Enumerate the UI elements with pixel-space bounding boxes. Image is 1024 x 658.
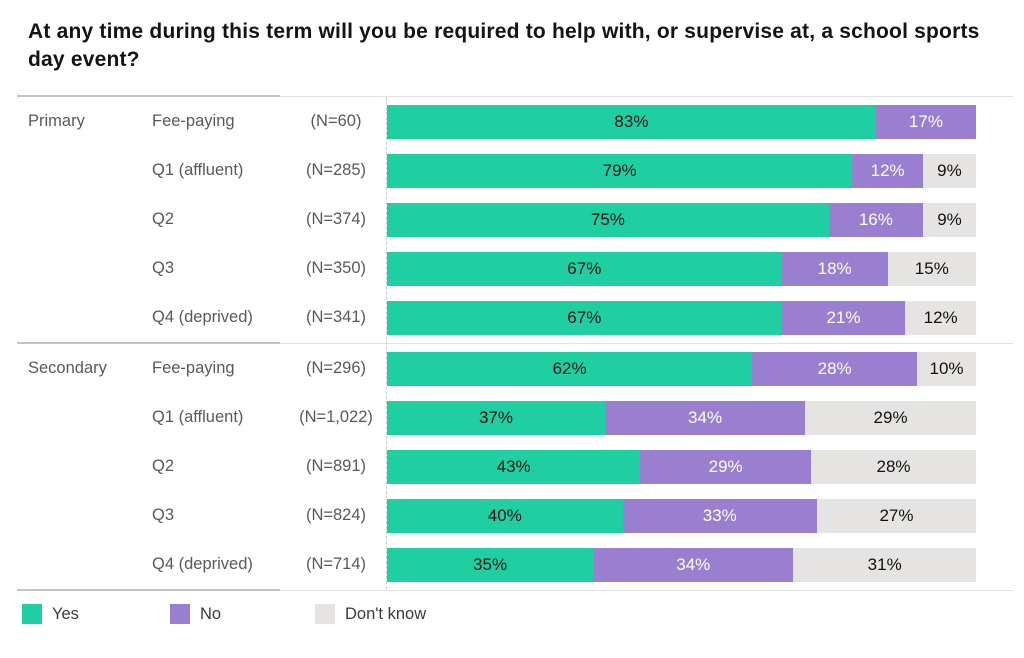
- top-separator: [17, 95, 1013, 97]
- category-label: Fee-paying: [152, 112, 235, 130]
- bar-segment-don-t-know: 28%: [811, 449, 976, 484]
- legend-item-yes: Yes: [22, 604, 170, 624]
- chart-title: At any time during this term will you be…: [28, 20, 980, 71]
- bar-segment-no: 17%: [875, 104, 976, 139]
- category-label: Q3: [152, 259, 175, 277]
- bar-segment-don-t-know: 27%: [816, 498, 976, 533]
- bar-segment-don-t-know: 15%: [887, 251, 976, 286]
- chart-row: Secondary Fee-paying (N=296) 62% 28% 10%: [0, 344, 1024, 393]
- bar-segment-yes: 37%: [387, 400, 605, 435]
- bar-segment-don-t-know: 29%: [805, 400, 976, 435]
- bar-segment-no: 18%: [781, 251, 888, 286]
- legend-swatch-dont-know: [315, 604, 335, 624]
- bar-track: 40% 33% 27%: [387, 498, 976, 533]
- sample-size-label: (N=374): [305, 210, 367, 228]
- chart-row: Q2 (N=374) 75% 16% 9%: [0, 195, 1024, 244]
- bar-track: 67% 21% 12%: [387, 300, 976, 335]
- zero-axis-dashed-line: [386, 97, 387, 589]
- chart-row: Q1 (affluent) (N=285) 79% 12% 9%: [0, 146, 1024, 195]
- bar-segment-don-t-know: 10%: [917, 351, 976, 386]
- bar-segment-no: 12%: [852, 153, 923, 188]
- bar-segment-yes: 43%: [387, 449, 641, 484]
- category-label: Q1 (affluent): [152, 161, 244, 179]
- bar-segment-yes: 83%: [387, 104, 876, 139]
- chart-row: Q3 (N=824) 40% 33% 27%: [0, 491, 1024, 540]
- bar-segment-no: 28%: [752, 351, 918, 386]
- separator-light-segment: [280, 96, 1013, 97]
- group-separator: [17, 342, 1013, 344]
- sample-size-label: (N=350): [305, 259, 367, 277]
- category-label: Q2: [152, 457, 175, 475]
- bar-segment-no: 21%: [781, 300, 906, 335]
- bar-segment-yes: 35%: [387, 547, 594, 582]
- sample-size-label: (N=341): [305, 308, 367, 326]
- category-label: Q4 (deprived): [152, 308, 253, 326]
- bar-rows-container: Primary Fee-paying (N=60) 83% 17% Q1 (affluen…: [0, 97, 1024, 589]
- legend-swatch-no: [170, 604, 190, 624]
- bar-track: 67% 18% 15%: [387, 251, 976, 286]
- bar-track: 35% 34% 31%: [387, 547, 976, 582]
- bar-segment-yes: 67%: [387, 300, 782, 335]
- bar-track: 79% 12% 9%: [387, 153, 976, 188]
- category-label: Q2: [152, 210, 175, 228]
- bottom-separator: [17, 589, 1013, 591]
- chart-row: Q1 (affluent) (N=1,022) 37% 34% 29%: [0, 393, 1024, 442]
- category-label: Q1 (affluent): [152, 408, 244, 426]
- bar-segment-don-t-know: 9%: [922, 153, 976, 188]
- legend: Yes No Don't know: [22, 604, 426, 624]
- separator-dark-segment: [17, 589, 280, 591]
- legend-item-dont-know: Don't know: [315, 604, 426, 624]
- bar-segment-don-t-know: 12%: [905, 300, 976, 335]
- legend-item-no: No: [170, 604, 315, 624]
- sample-size-label: (N=824): [305, 506, 367, 524]
- chart-row: Q3 (N=350) 67% 18% 15%: [0, 244, 1024, 293]
- bar-segment-no: 34%: [604, 400, 806, 435]
- sample-size-label: (N=296): [305, 359, 367, 377]
- group-label: Primary: [28, 112, 85, 130]
- category-label: Q3: [152, 506, 175, 524]
- sample-size-label: (N=891): [305, 457, 367, 475]
- bar-track: 43% 29% 28%: [387, 449, 976, 484]
- bar-track: 62% 28% 10%: [387, 351, 976, 386]
- chart-row: Q4 (deprived) (N=714) 35% 34% 31%: [0, 540, 1024, 589]
- bar-track: 75% 16% 9%: [387, 202, 976, 237]
- legend-label-yes: Yes: [52, 604, 79, 623]
- legend-label-dont-know: Don't know: [345, 604, 427, 623]
- bar-segment-yes: 62%: [387, 351, 753, 386]
- bar-segment-yes: 79%: [387, 153, 853, 188]
- bar-segment-no: 29%: [640, 449, 812, 484]
- chart-row: Q4 (deprived) (N=341) 67% 21% 12%: [0, 293, 1024, 342]
- category-label: Q4 (deprived): [152, 555, 253, 573]
- separator-dark-segment: [17, 342, 280, 344]
- bar-segment-no: 33%: [622, 498, 817, 533]
- bar-track: 37% 34% 29%: [387, 400, 976, 435]
- category-label: Fee-paying: [152, 359, 235, 377]
- chart-row: Primary Fee-paying (N=60) 83% 17%: [0, 97, 1024, 146]
- chart-row: Q2 (N=891) 43% 29% 28%: [0, 442, 1024, 491]
- bar-segment-no: 16%: [828, 202, 923, 237]
- group-label: Secondary: [28, 359, 107, 377]
- bar-segment-no: 34%: [593, 547, 794, 582]
- bar-segment-yes: 40%: [387, 498, 623, 533]
- separator-dark-segment: [17, 95, 280, 97]
- legend-swatch-yes: [22, 604, 42, 624]
- sample-size-label: (N=714): [305, 555, 367, 573]
- legend-label-no: No: [200, 604, 222, 623]
- sample-size-label: (N=285): [305, 161, 367, 179]
- separator-light-segment: [280, 343, 1013, 344]
- chart-area: Primary Fee-paying (N=60) 83% 17% Q1 (affluen…: [0, 95, 1024, 591]
- bar-segment-don-t-know: 9%: [922, 202, 976, 237]
- sample-size-label: (N=1,022): [299, 408, 373, 426]
- sample-size-label: (N=60): [310, 112, 362, 130]
- bar-segment-yes: 75%: [387, 202, 829, 237]
- separator-light-segment: [280, 590, 1013, 591]
- bar-track: 83% 17%: [387, 104, 976, 139]
- bar-segment-don-t-know: 31%: [793, 547, 976, 582]
- bar-segment-yes: 67%: [387, 251, 782, 286]
